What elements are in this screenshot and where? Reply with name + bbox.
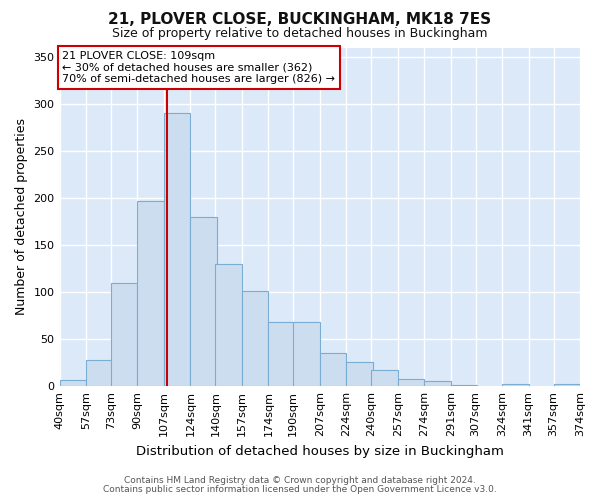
Bar xyxy=(242,291,268,386)
Bar xyxy=(424,382,451,386)
Bar xyxy=(59,380,86,386)
Bar xyxy=(164,114,190,386)
Bar xyxy=(86,360,113,386)
Text: Contains public sector information licensed under the Open Government Licence v3: Contains public sector information licen… xyxy=(103,485,497,494)
Bar xyxy=(268,322,295,386)
Bar xyxy=(215,264,242,386)
Bar xyxy=(502,384,529,386)
Y-axis label: Number of detached properties: Number of detached properties xyxy=(15,118,28,316)
Bar xyxy=(111,282,137,386)
Bar xyxy=(371,370,398,386)
Text: 21 PLOVER CLOSE: 109sqm
← 30% of detached houses are smaller (362)
70% of semi-d: 21 PLOVER CLOSE: 109sqm ← 30% of detache… xyxy=(62,51,335,84)
Bar xyxy=(190,217,217,386)
Text: 21, PLOVER CLOSE, BUCKINGHAM, MK18 7ES: 21, PLOVER CLOSE, BUCKINGHAM, MK18 7ES xyxy=(109,12,491,28)
Bar xyxy=(137,201,164,386)
Text: Size of property relative to detached houses in Buckingham: Size of property relative to detached ho… xyxy=(112,28,488,40)
Bar xyxy=(451,385,477,386)
Bar xyxy=(346,362,373,386)
Bar xyxy=(320,354,346,386)
X-axis label: Distribution of detached houses by size in Buckingham: Distribution of detached houses by size … xyxy=(136,444,504,458)
Bar xyxy=(398,378,424,386)
Bar xyxy=(293,322,320,386)
Text: Contains HM Land Registry data © Crown copyright and database right 2024.: Contains HM Land Registry data © Crown c… xyxy=(124,476,476,485)
Bar xyxy=(554,384,580,386)
